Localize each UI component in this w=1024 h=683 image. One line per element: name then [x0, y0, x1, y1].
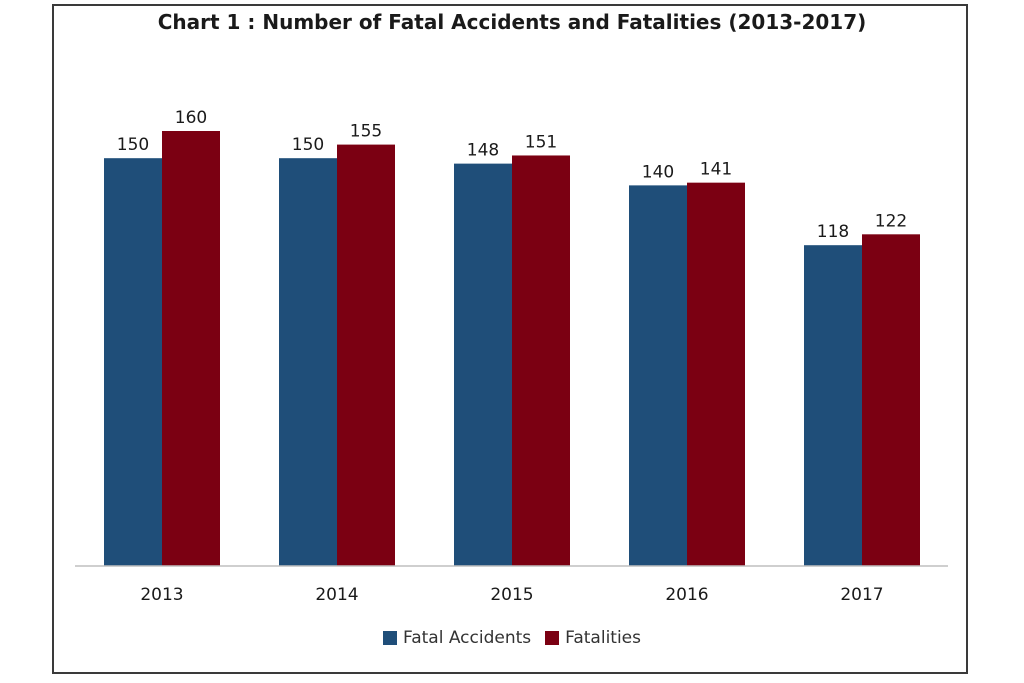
bar-fatal-accidents-2016 [629, 185, 687, 566]
bar-fatalities-2013 [162, 131, 220, 566]
data-label-fatal-accidents-2014: 150 [292, 135, 324, 155]
x-tick-label-2014: 2014 [315, 585, 358, 605]
legend-swatch-fatal-accidents [382, 631, 397, 645]
bar-fatalities-2015 [512, 155, 570, 566]
data-label-fatal-accidents-2013: 150 [117, 135, 149, 155]
bar-fatalities-2014 [337, 144, 395, 566]
bar-fatal-accidents-2014 [279, 158, 337, 566]
x-tick-label-2015: 2015 [490, 585, 533, 605]
bar-fatalities-2016 [687, 182, 745, 566]
x-tick-label-2016: 2016 [665, 585, 708, 605]
data-label-fatalities-2015: 151 [525, 132, 557, 152]
data-label-fatalities-2014: 155 [350, 122, 382, 142]
x-tick-label-2013: 2013 [140, 585, 183, 605]
x-tick-label-2017: 2017 [840, 585, 883, 605]
legend-item-fatalities: Fatalities [545, 628, 641, 648]
legend-swatch-fatalities [545, 631, 560, 645]
data-label-fatal-accidents-2017: 118 [817, 222, 849, 242]
chart-title: Chart 1 : Number of Fatal Accidents and … [157, 10, 867, 34]
legend-label-fatal-accidents: Fatal Accidents [402, 628, 532, 648]
data-label-fatalities-2016: 141 [700, 160, 732, 180]
data-label-fatal-accidents-2016: 140 [642, 162, 674, 182]
data-label-fatalities-2013: 160 [175, 108, 207, 128]
data-label-fatal-accidents-2015: 148 [467, 141, 499, 161]
bar-fatalities-2017 [862, 234, 920, 566]
bar-fatal-accidents-2017 [804, 245, 862, 566]
bar-fatal-accidents-2013 [104, 158, 162, 566]
data-label-fatalities-2017: 122 [875, 211, 907, 231]
bar-fatal-accidents-2015 [454, 163, 512, 566]
legend-item-fatal-accidents: Fatal Accidents [382, 628, 532, 648]
chart-legend: Fatal Accidents Fatalities [0, 628, 1024, 648]
legend-label-fatalities: Fatalities [565, 628, 641, 648]
